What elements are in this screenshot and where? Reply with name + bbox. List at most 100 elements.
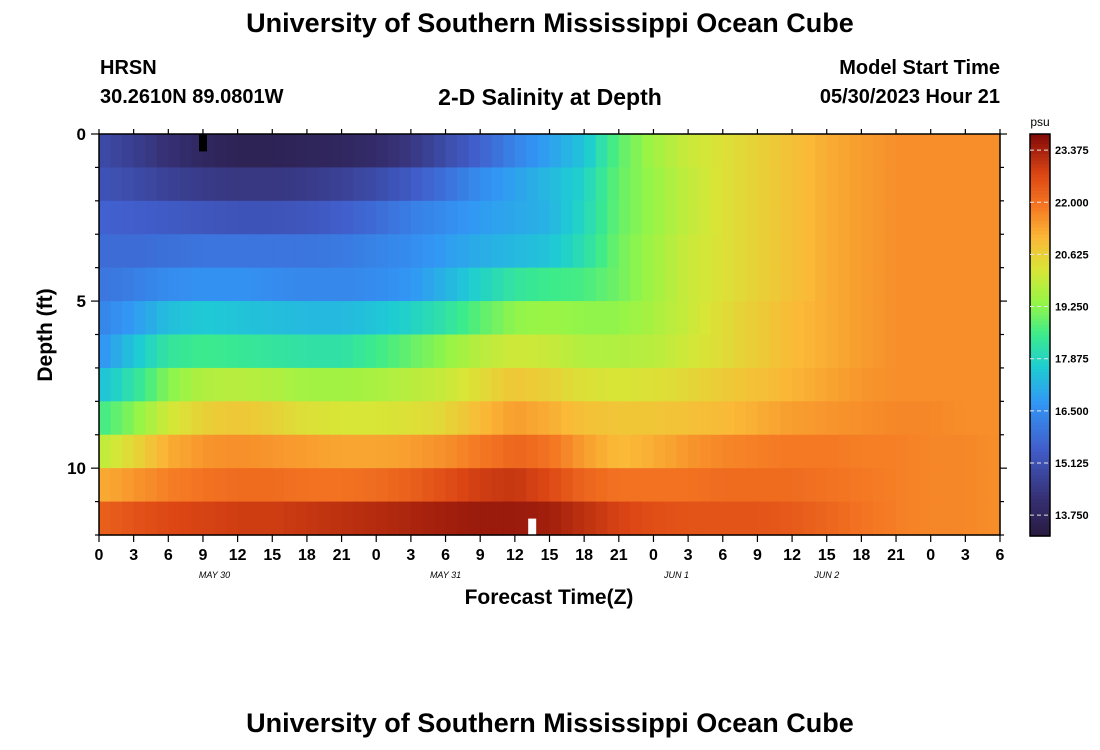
- heatmap-cell: [122, 468, 135, 503]
- heatmap-cell: [861, 301, 874, 336]
- heatmap-cell: [711, 200, 724, 235]
- heatmap-cell: [537, 434, 551, 469]
- heatmap-cell: [214, 200, 227, 235]
- heatmap-cell: [584, 267, 597, 302]
- heatmap-cell: [214, 301, 227, 336]
- heatmap-cell: [838, 167, 851, 202]
- heatmap-cell: [722, 401, 735, 436]
- colorbar-segment: [1030, 335, 1050, 339]
- heatmap-cell: [561, 367, 574, 402]
- colorbar-segment: [1030, 318, 1050, 323]
- heatmap-cell: [214, 501, 227, 536]
- heatmap-cell: [861, 367, 874, 402]
- heatmap-cell: [433, 167, 447, 202]
- heatmap-cell: [330, 401, 343, 436]
- heatmap-cell: [572, 267, 585, 302]
- heatmap-cell: [422, 434, 435, 469]
- heatmap-cell: [745, 167, 759, 202]
- heatmap-cell: [214, 267, 227, 302]
- colorbar-segment: [1030, 529, 1050, 534]
- heatmap-cell: [202, 367, 216, 402]
- heatmap-cell: [410, 200, 424, 235]
- heatmap-cell: [849, 468, 862, 503]
- heatmap-cell: [260, 468, 273, 503]
- heatmap-cell: [665, 434, 678, 469]
- heatmap-cell: [607, 167, 620, 202]
- heatmap-cell: [226, 468, 239, 503]
- heatmap-cell: [399, 167, 412, 202]
- heatmap-cell: [295, 334, 308, 369]
- heatmap-cell: [745, 468, 759, 503]
- heatmap-cell: [191, 200, 204, 235]
- heatmap-cell: [272, 401, 285, 436]
- heatmap-cell: [110, 301, 123, 336]
- heatmap-cell: [445, 367, 458, 402]
- heatmap-cell: [884, 200, 897, 235]
- heatmap-cell: [688, 367, 701, 402]
- heatmap-cell: [988, 234, 1001, 269]
- heatmap-cell: [641, 367, 655, 402]
- heatmap-cell: [226, 501, 239, 536]
- x-tick-label: 18: [575, 547, 593, 564]
- heatmap-cell: [561, 434, 574, 469]
- heatmap-cell: [179, 301, 193, 336]
- heatmap-cell: [260, 267, 273, 302]
- heatmap-cell: [722, 334, 735, 369]
- heatmap-cell: [930, 167, 943, 202]
- heatmap-cell: [988, 267, 1001, 302]
- heatmap-cell: [306, 367, 320, 402]
- heatmap-cell: [399, 367, 412, 402]
- colorbar-segment: [1030, 509, 1050, 514]
- heatmap-cell: [676, 134, 689, 169]
- heatmap-cell: [168, 334, 181, 369]
- heatmap-cell: [410, 267, 424, 302]
- heatmap-cell: [861, 234, 874, 269]
- heatmap-cell: [399, 200, 412, 235]
- heatmap-cell: [410, 434, 424, 469]
- heatmap-cell: [179, 367, 193, 402]
- heatmap-cell: [480, 401, 493, 436]
- heatmap-cell: [110, 167, 123, 202]
- heatmap-cell: [514, 401, 527, 436]
- heatmap-cell: [792, 134, 805, 169]
- heatmap-cell: [202, 501, 216, 536]
- heatmap-cell: [884, 501, 897, 536]
- heatmap-cell: [919, 200, 932, 235]
- heatmap-cell: [145, 367, 158, 402]
- heatmap-cell: [330, 468, 343, 503]
- heatmap-cell: [607, 334, 620, 369]
- heatmap-cell: [376, 134, 389, 169]
- heatmap-cell: [260, 301, 273, 336]
- heatmap-cell: [353, 401, 366, 436]
- heatmap-cell: [699, 501, 712, 536]
- heatmap-cell: [318, 334, 331, 369]
- heatmap-cell: [364, 167, 377, 202]
- heatmap-cell: [768, 167, 782, 202]
- heatmap-cell: [468, 200, 481, 235]
- colorbar-segment: [1030, 348, 1050, 353]
- heatmap-cell: [122, 301, 135, 336]
- heatmap-cell: [387, 301, 400, 336]
- heatmap-cell: [780, 167, 793, 202]
- heatmap-cell: [457, 301, 470, 336]
- heatmap-cell: [399, 401, 412, 436]
- heatmap-cell: [884, 434, 897, 469]
- heatmap-cell: [318, 234, 331, 269]
- heatmap-cell: [988, 501, 1001, 536]
- heatmap-cell: [272, 434, 285, 469]
- x-tick-label: 6: [441, 547, 450, 564]
- heatmap-cell: [122, 167, 135, 202]
- heatmap-cell: [976, 334, 990, 369]
- colorbar-segment: [1030, 187, 1050, 192]
- heatmap-cell: [318, 367, 331, 402]
- heatmap-cell: [803, 301, 816, 336]
- heatmap-cell: [156, 167, 169, 202]
- heatmap-cell: [665, 468, 678, 503]
- heatmap-cell: [872, 167, 886, 202]
- x-day-label: JUN 2: [813, 570, 839, 580]
- heatmap-cell: [272, 234, 285, 269]
- heatmap-cell: [688, 501, 701, 536]
- heatmap-cell: [676, 434, 689, 469]
- x-tick-label: 12: [506, 547, 524, 564]
- heatmap-cell: [364, 234, 377, 269]
